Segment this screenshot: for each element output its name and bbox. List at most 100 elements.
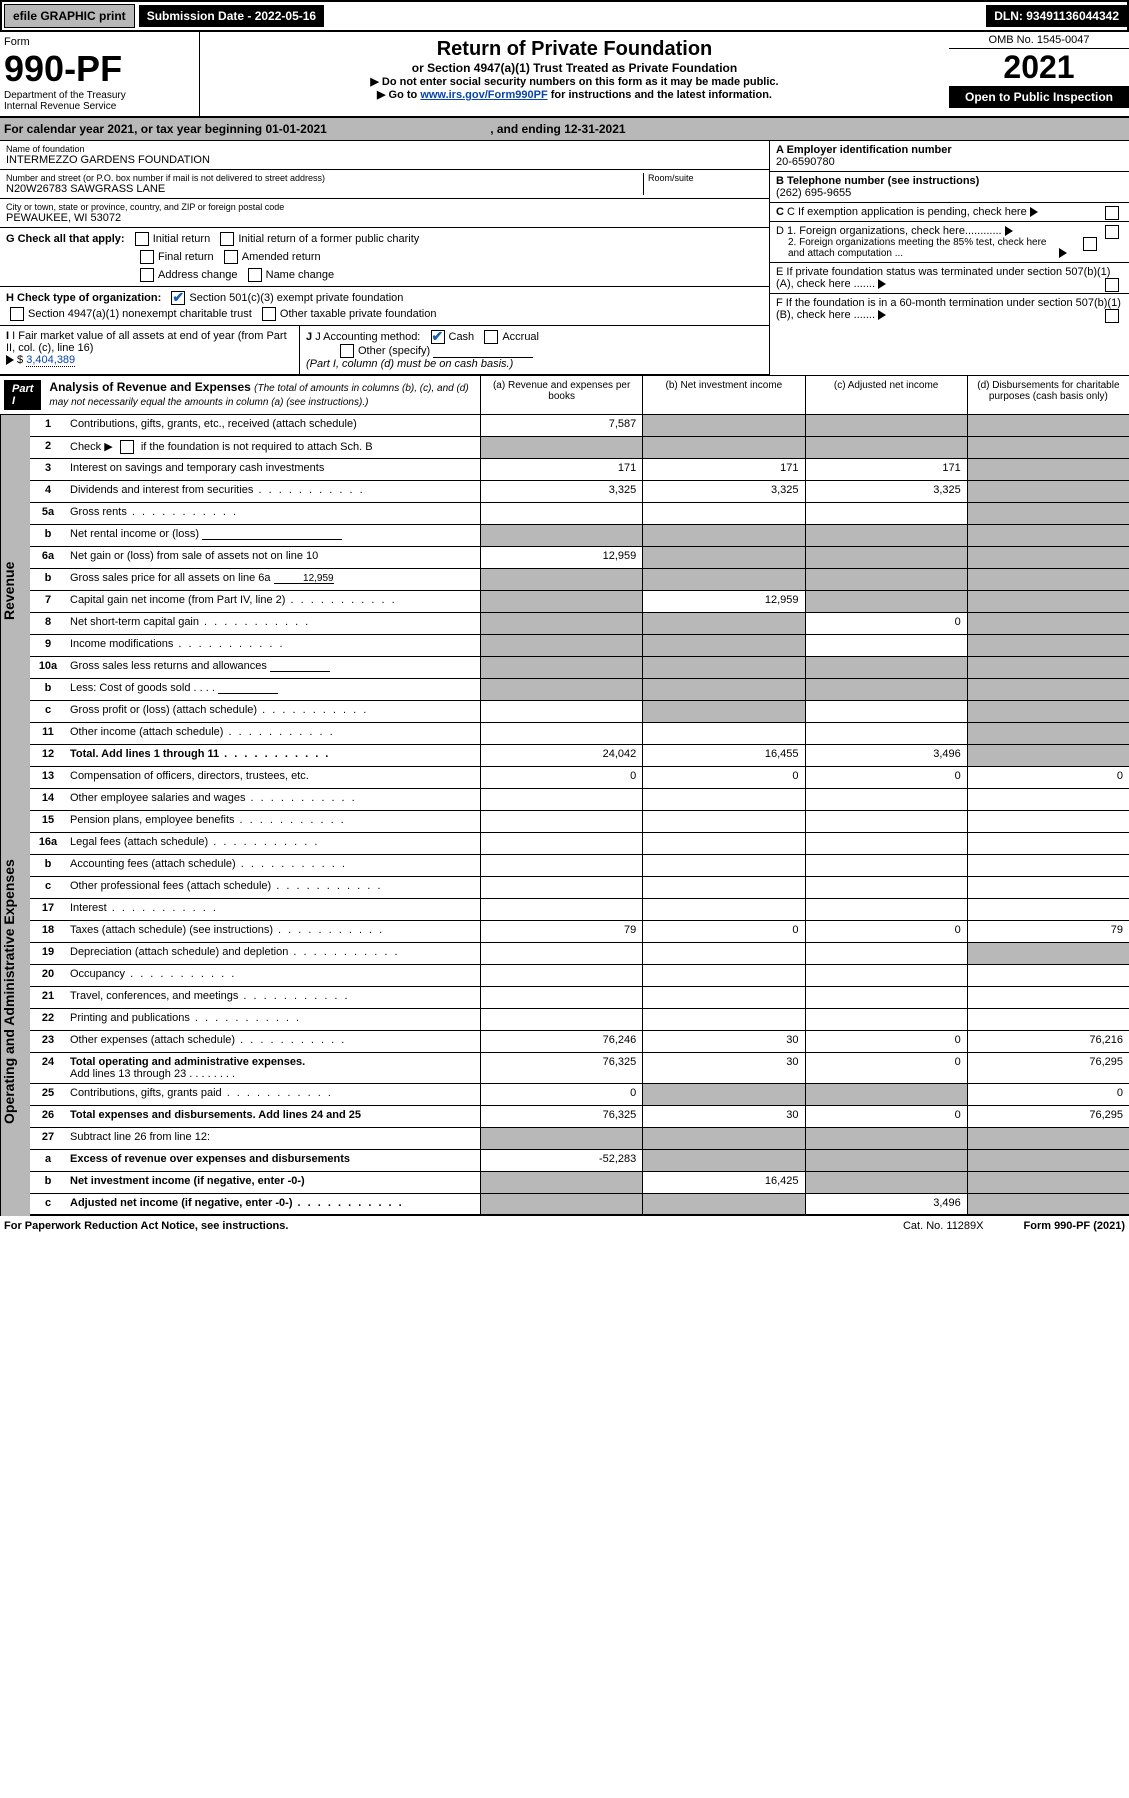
line-desc: Net gain or (loss) from sale of assets n… — [66, 547, 480, 568]
part1-title: Analysis of Revenue and Expenses — [49, 380, 250, 394]
cell-c — [805, 1150, 967, 1171]
cell-d — [967, 1172, 1129, 1193]
cell-d — [967, 679, 1129, 700]
j-other: Other (specify) — [358, 345, 430, 357]
amended-return-checkbox[interactable] — [224, 250, 238, 264]
cell-d — [967, 789, 1129, 810]
line-num: c — [30, 1194, 66, 1214]
line-desc: Other professional fees (attach schedule… — [66, 877, 480, 898]
cell-c — [805, 965, 967, 986]
line-num: 10a — [30, 657, 66, 678]
cell-b: 171 — [642, 459, 804, 480]
a-label: A Employer identification number — [776, 144, 952, 156]
cell-b — [642, 1194, 804, 1214]
part1-header: Part I Analysis of Revenue and Expenses … — [0, 375, 1129, 415]
line-desc: Contributions, gifts, grants paid — [66, 1084, 480, 1105]
sch-b-checkbox[interactable] — [120, 440, 134, 454]
cell-d — [967, 437, 1129, 458]
h-label: H Check type of organization: — [6, 292, 161, 304]
line-desc: Less: Cost of goods sold . . . . — [66, 679, 480, 700]
g-opt-1: Initial return of a former public charit… — [238, 233, 419, 245]
expenses-side-label: Operating and Administrative Expenses — [0, 767, 30, 1216]
cell-d: 76,295 — [967, 1053, 1129, 1083]
cell-b: 3,325 — [642, 481, 804, 502]
desc-text: Less: Cost of goods sold — [70, 682, 190, 694]
cell-c: 0 — [805, 767, 967, 788]
cell-d — [967, 811, 1129, 832]
efile-print-button[interactable]: efile GRAPHIC print — [4, 4, 135, 28]
status-terminated-checkbox[interactable] — [1105, 278, 1119, 292]
cell-d — [967, 635, 1129, 656]
line-num: 18 — [30, 921, 66, 942]
line-desc: Capital gain net income (from Part IV, l… — [66, 591, 480, 612]
city-state-zip: PEWAUKEE, WI 53072 — [6, 212, 763, 224]
j-block: J J Accounting method: Cash Accrual Othe… — [300, 326, 769, 374]
cell-c — [805, 811, 967, 832]
line-num: c — [30, 877, 66, 898]
cell-b — [642, 437, 804, 458]
initial-return-checkbox[interactable] — [135, 232, 149, 246]
cell-c: 0 — [805, 1053, 967, 1083]
line-desc: Taxes (attach schedule) (see instruction… — [66, 921, 480, 942]
cell-b — [642, 1009, 804, 1030]
irs-link[interactable]: www.irs.gov/Form990PF — [420, 89, 547, 101]
cell-a — [480, 569, 642, 590]
cell-d: 76,295 — [967, 1106, 1129, 1127]
exemption-pending-checkbox[interactable] — [1105, 206, 1119, 220]
cell-d: 0 — [967, 767, 1129, 788]
line-num: 13 — [30, 767, 66, 788]
cell-a: 76,325 — [480, 1053, 642, 1083]
i-block: I I Fair market value of all assets at e… — [0, 326, 300, 374]
desc-text: Gross sales less returns and allowances — [70, 660, 267, 672]
part1-label: Part I — [4, 380, 41, 410]
cell-d — [967, 547, 1129, 568]
other-taxable-checkbox[interactable] — [262, 307, 276, 321]
cell-d — [967, 833, 1129, 854]
line-num: 22 — [30, 1009, 66, 1030]
foreign-org-checkbox[interactable] — [1105, 225, 1119, 239]
name-change-checkbox[interactable] — [248, 268, 262, 282]
address-change-checkbox[interactable] — [140, 268, 154, 282]
501c3-checkbox[interactable] — [171, 291, 185, 305]
j-cash: Cash — [449, 331, 475, 343]
final-return-checkbox[interactable] — [140, 250, 154, 264]
cell-b — [642, 701, 804, 722]
triangle-icon — [1030, 207, 1038, 217]
dln-label: DLN: 93491136044342 — [986, 5, 1127, 27]
col-d-header: (d) Disbursements for charitable purpose… — [967, 376, 1129, 414]
cell-b — [642, 613, 804, 634]
form-note-1: ▶ Do not enter social security numbers o… — [206, 75, 943, 88]
cell-c — [805, 899, 967, 920]
cell-c — [805, 657, 967, 678]
city-label: City or town, state or province, country… — [6, 202, 763, 212]
triangle-icon — [878, 279, 886, 289]
cell-d: 0 — [967, 1084, 1129, 1105]
g-opt-4: Address change — [158, 269, 238, 281]
line-desc: Depreciation (attach schedule) and deple… — [66, 943, 480, 964]
cell-b — [642, 811, 804, 832]
fmv-value[interactable]: 3,404,389 — [26, 354, 75, 367]
cell-c: 3,496 — [805, 745, 967, 766]
line-num: 2 — [30, 437, 66, 458]
cell-d — [967, 987, 1129, 1008]
cell-c: 0 — [805, 1106, 967, 1127]
line-num: 8 — [30, 613, 66, 634]
revenue-side-label: Revenue — [0, 415, 30, 767]
4947a1-checkbox[interactable] — [10, 307, 24, 321]
initial-return-former-checkbox[interactable] — [220, 232, 234, 246]
line-num: 21 — [30, 987, 66, 1008]
cell-b — [642, 635, 804, 656]
cell-b — [642, 1084, 804, 1105]
cell-d — [967, 1194, 1129, 1214]
form-subtitle: or Section 4947(a)(1) Trust Treated as P… — [206, 61, 943, 75]
foreign-85-checkbox[interactable] — [1083, 237, 1097, 251]
cash-checkbox[interactable] — [431, 330, 445, 344]
60-month-checkbox[interactable] — [1105, 309, 1119, 323]
note2-pre: ▶ Go to — [377, 89, 420, 101]
cell-c — [805, 635, 967, 656]
col-c-header: (c) Adjusted net income — [805, 376, 967, 414]
cell-b — [642, 877, 804, 898]
accrual-checkbox[interactable] — [484, 330, 498, 344]
header-left: Form 990-PF Department of the Treasury I… — [0, 32, 200, 116]
other-method-checkbox[interactable] — [340, 344, 354, 358]
